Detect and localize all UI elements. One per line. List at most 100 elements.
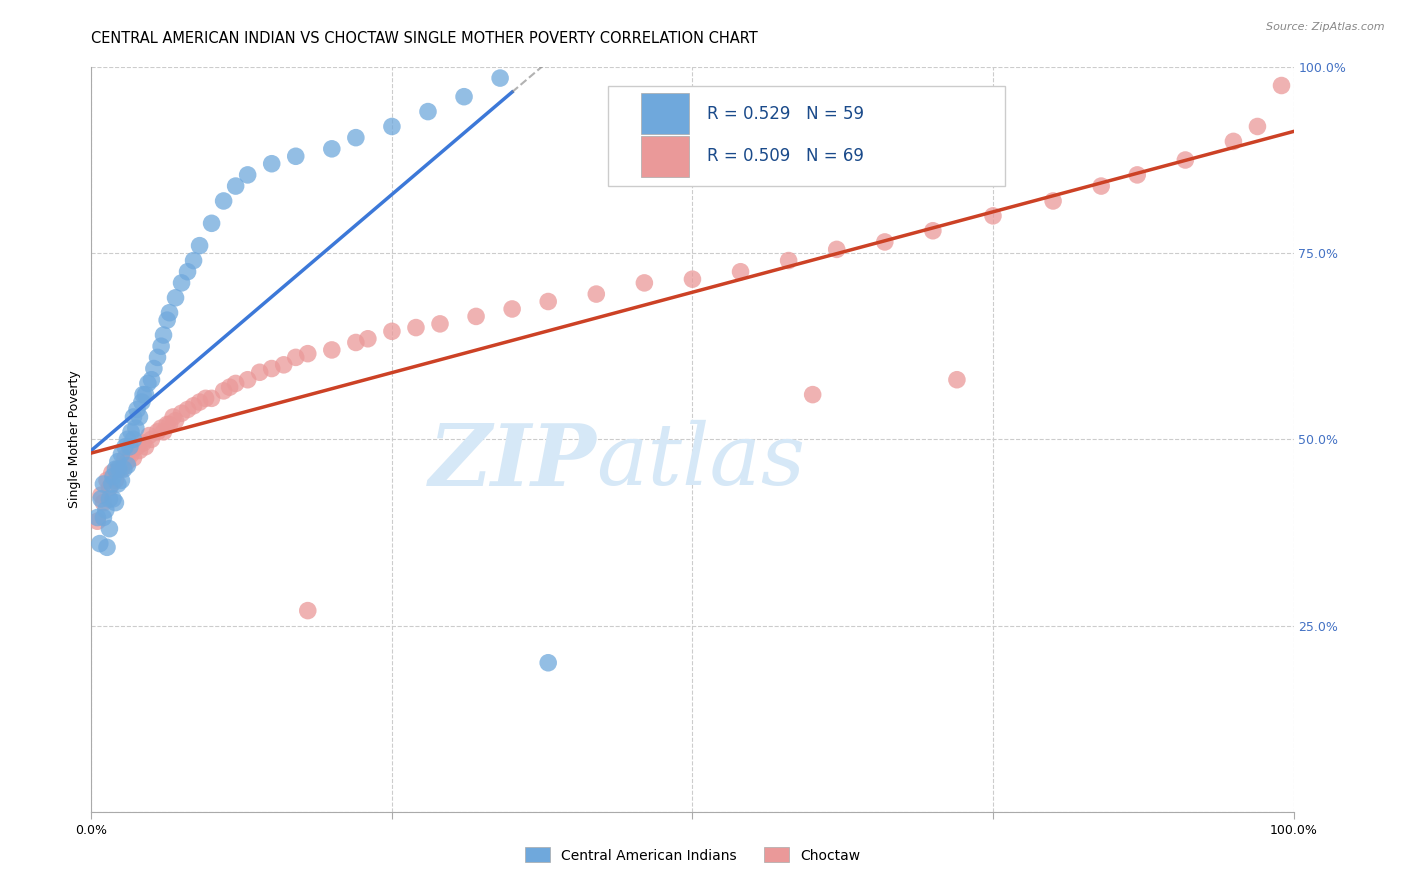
- Point: [212, 384, 235, 398]
- Point: [114, 440, 136, 454]
- Point: [107, 462, 129, 476]
- Point: [104, 473, 127, 487]
- Point: [165, 414, 187, 428]
- Point: [381, 324, 404, 338]
- Point: [98, 522, 121, 536]
- Point: [218, 380, 240, 394]
- Point: [125, 402, 148, 417]
- Point: [122, 450, 145, 465]
- Legend: Central American Indians, Choctaw: Central American Indians, Choctaw: [519, 842, 866, 868]
- Point: [429, 317, 451, 331]
- Point: [132, 387, 155, 401]
- Point: [236, 168, 259, 182]
- Point: [142, 361, 165, 376]
- Point: [146, 351, 169, 365]
- Point: [194, 392, 217, 406]
- Point: [156, 313, 179, 327]
- Point: [585, 287, 607, 301]
- Point: [98, 491, 121, 506]
- Point: [453, 89, 475, 103]
- Point: [93, 495, 115, 509]
- Point: [134, 440, 156, 454]
- Point: [101, 491, 124, 506]
- Point: [201, 216, 224, 230]
- Point: [125, 421, 148, 435]
- Point: [120, 425, 142, 439]
- Point: [107, 455, 129, 469]
- Point: [188, 238, 211, 252]
- Point: [489, 71, 512, 86]
- Point: [117, 433, 139, 447]
- Point: [159, 417, 181, 432]
- Point: [381, 120, 404, 134]
- FancyBboxPatch shape: [609, 86, 1005, 186]
- Point: [1126, 168, 1149, 182]
- Point: [284, 149, 307, 163]
- Point: [93, 510, 115, 524]
- Point: [101, 469, 124, 483]
- Point: [112, 462, 135, 476]
- Point: [170, 276, 193, 290]
- Point: [284, 351, 307, 365]
- Point: [122, 433, 145, 447]
- Point: [125, 440, 148, 454]
- Point: [128, 443, 150, 458]
- Point: [93, 477, 115, 491]
- Point: [117, 455, 139, 469]
- Point: [344, 130, 367, 145]
- Point: [132, 436, 155, 450]
- Point: [114, 450, 136, 465]
- Point: [90, 491, 112, 506]
- Point: [150, 339, 173, 353]
- Point: [297, 346, 319, 360]
- Point: [101, 477, 124, 491]
- Point: [141, 373, 163, 387]
- Point: [321, 343, 343, 357]
- Point: [260, 157, 283, 171]
- Text: CENTRAL AMERICAN INDIAN VS CHOCTAW SINGLE MOTHER POVERTY CORRELATION CHART: CENTRAL AMERICAN INDIAN VS CHOCTAW SINGL…: [91, 31, 758, 46]
- Point: [146, 425, 169, 439]
- Point: [89, 536, 111, 550]
- Point: [321, 142, 343, 156]
- Point: [225, 376, 247, 391]
- Point: [122, 409, 145, 424]
- Text: ZIP: ZIP: [429, 420, 596, 503]
- Point: [465, 310, 488, 324]
- Point: [162, 409, 184, 424]
- Point: [86, 510, 108, 524]
- Point: [501, 301, 523, 316]
- Point: [138, 428, 160, 442]
- Point: [134, 387, 156, 401]
- Point: [101, 466, 124, 480]
- Point: [201, 392, 224, 406]
- Point: [730, 265, 752, 279]
- Point: [156, 417, 179, 432]
- Point: [922, 224, 945, 238]
- Point: [801, 387, 824, 401]
- Bar: [641, 136, 689, 177]
- Point: [1174, 153, 1197, 167]
- Point: [118, 440, 141, 454]
- Text: atlas: atlas: [596, 420, 806, 503]
- Point: [108, 462, 131, 476]
- Point: [98, 481, 121, 495]
- Point: [152, 425, 174, 439]
- Point: [405, 320, 427, 334]
- Point: [110, 462, 132, 476]
- Point: [159, 306, 181, 320]
- Point: [981, 209, 1004, 223]
- Point: [1270, 78, 1292, 93]
- Point: [225, 179, 247, 194]
- Point: [117, 458, 139, 473]
- Point: [150, 421, 173, 435]
- Point: [96, 473, 118, 487]
- Point: [260, 361, 283, 376]
- Point: [297, 604, 319, 618]
- Text: R = 0.529   N = 59: R = 0.529 N = 59: [707, 105, 863, 123]
- Point: [236, 373, 259, 387]
- Point: [1090, 179, 1112, 194]
- Point: [136, 376, 159, 391]
- Point: [537, 656, 560, 670]
- Point: [104, 462, 127, 476]
- Point: [165, 291, 187, 305]
